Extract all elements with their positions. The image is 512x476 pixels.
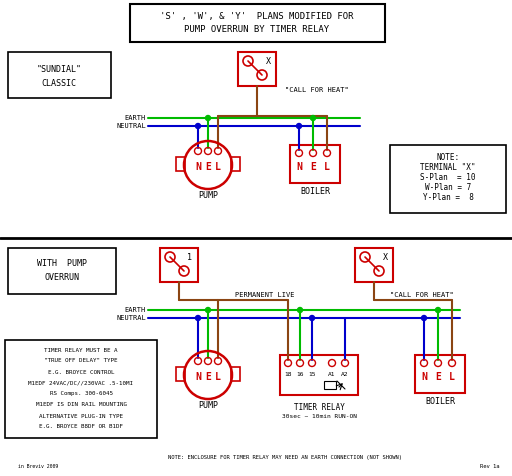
Text: N: N (421, 372, 427, 382)
Text: E: E (205, 372, 211, 382)
Text: M1EDF 24VAC/DC//230VAC .5-10MI: M1EDF 24VAC/DC//230VAC .5-10MI (29, 380, 134, 386)
Circle shape (297, 307, 303, 313)
Text: N: N (195, 372, 201, 382)
Text: S-Plan  = 10: S-Plan = 10 (420, 172, 476, 181)
Bar (415, 355, 465, 393)
Text: 18: 18 (284, 373, 292, 377)
Text: 'S' , 'W', & 'Y'  PLANS MODIFIED FOR: 'S' , 'W', & 'Y' PLANS MODIFIED FOR (160, 11, 354, 20)
Text: E: E (205, 162, 211, 172)
Circle shape (421, 316, 426, 320)
Text: E: E (310, 162, 316, 172)
Text: TERMINAL "X": TERMINAL "X" (420, 162, 476, 171)
Text: OVERRUN: OVERRUN (45, 274, 79, 282)
Text: RS Comps. 300-6045: RS Comps. 300-6045 (50, 391, 113, 397)
Text: ALTERNATIVE PLUG-IN TYPE: ALTERNATIVE PLUG-IN TYPE (39, 414, 123, 418)
Bar (390, 145, 506, 213)
Bar (176, 157, 185, 171)
Text: EARTH: EARTH (125, 115, 146, 121)
Text: PUMP: PUMP (198, 190, 218, 199)
Text: N: N (195, 162, 201, 172)
Text: NOTE:: NOTE: (436, 152, 460, 161)
Text: TIMER RELAY MUST BE A: TIMER RELAY MUST BE A (44, 347, 118, 353)
Bar (355, 248, 393, 282)
Bar (324, 381, 336, 389)
Text: "CALL FOR HEAT": "CALL FOR HEAT" (285, 87, 349, 93)
Text: PUMP OVERRUN BY TIMER RELAY: PUMP OVERRUN BY TIMER RELAY (184, 24, 330, 33)
Text: PERMANENT LIVE: PERMANENT LIVE (235, 292, 295, 298)
Text: X: X (382, 254, 388, 262)
Text: A1: A1 (328, 373, 336, 377)
Bar (5, 340, 157, 438)
Text: "CALL FOR HEAT": "CALL FOR HEAT" (390, 292, 454, 298)
Bar (130, 4, 385, 42)
Bar (231, 157, 240, 171)
Text: E.G. BROYCE B8DF OR B1DF: E.G. BROYCE B8DF OR B1DF (39, 425, 123, 429)
Text: E: E (435, 372, 441, 382)
Text: Y-Plan =  8: Y-Plan = 8 (422, 192, 474, 201)
Bar (290, 145, 340, 183)
Text: WITH  PUMP: WITH PUMP (37, 259, 87, 268)
Text: L: L (449, 372, 455, 382)
Circle shape (205, 116, 210, 120)
Text: 30sec ~ 10min RUN-ON: 30sec ~ 10min RUN-ON (282, 415, 356, 419)
Circle shape (196, 123, 201, 129)
Text: N: N (296, 162, 302, 172)
Text: in Breviv 2009: in Breviv 2009 (18, 464, 58, 468)
Text: X: X (266, 58, 270, 67)
Circle shape (196, 316, 201, 320)
Circle shape (296, 123, 302, 129)
Text: NEUTRAL: NEUTRAL (116, 315, 146, 321)
Text: BOILER: BOILER (425, 397, 455, 406)
Text: Rev 1a: Rev 1a (480, 464, 500, 468)
Bar (160, 248, 198, 282)
Text: 16: 16 (296, 373, 304, 377)
Bar (8, 248, 116, 294)
Text: L: L (324, 162, 330, 172)
Bar (238, 52, 276, 86)
Text: EARTH: EARTH (125, 307, 146, 313)
Text: TIMER RELAY: TIMER RELAY (293, 403, 345, 411)
Text: L: L (215, 372, 221, 382)
Bar (280, 355, 358, 395)
Text: BOILER: BOILER (300, 187, 330, 196)
Text: 15: 15 (308, 373, 316, 377)
Text: "SUNDIAL": "SUNDIAL" (36, 65, 81, 73)
Circle shape (436, 307, 440, 313)
Text: PUMP: PUMP (198, 400, 218, 409)
Text: 1: 1 (187, 254, 193, 262)
Text: W-Plan = 7: W-Plan = 7 (425, 182, 471, 191)
Circle shape (309, 316, 314, 320)
Text: M1EDF IS DIN RAIL MOUNTING: M1EDF IS DIN RAIL MOUNTING (35, 403, 126, 407)
Text: CLASSIC: CLASSIC (41, 79, 76, 88)
Bar (231, 367, 240, 381)
Bar (8, 52, 111, 98)
Text: E.G. BROYCE CONTROL: E.G. BROYCE CONTROL (48, 369, 114, 375)
Text: NOTE: ENCLOSURE FOR TIMER RELAY MAY NEED AN EARTH CONNECTION (NOT SHOWN): NOTE: ENCLOSURE FOR TIMER RELAY MAY NEED… (168, 456, 402, 460)
Bar (176, 367, 185, 381)
Circle shape (205, 307, 210, 313)
Circle shape (310, 116, 315, 120)
Text: "TRUE OFF DELAY" TYPE: "TRUE OFF DELAY" TYPE (44, 358, 118, 364)
Text: L: L (215, 162, 221, 172)
Text: A2: A2 (342, 373, 349, 377)
Text: NEUTRAL: NEUTRAL (116, 123, 146, 129)
